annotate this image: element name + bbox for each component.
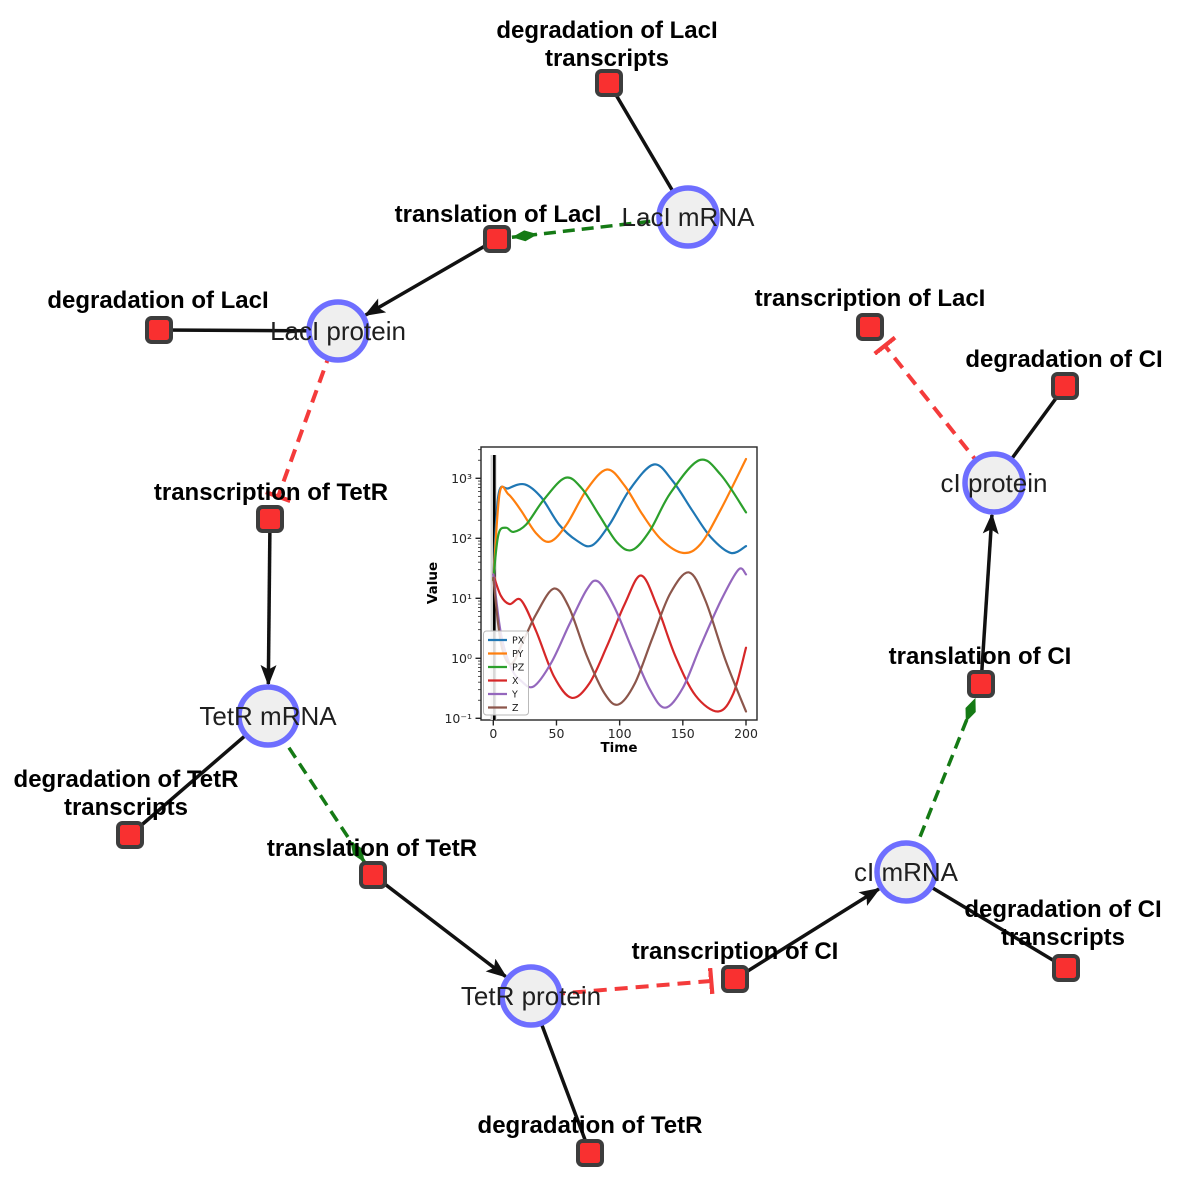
species-label-ci_mrna: cI mRNA (854, 857, 959, 887)
reaction-label-txn_tetr: transcription of TetR (154, 479, 388, 506)
species-label-tetr_mrna: TetR mRNA (199, 701, 337, 731)
labels-layer: degradation of LacItranscriptstranslatio… (14, 17, 1163, 1139)
reaction-node-deg_tetr[interactable] (576, 1139, 604, 1167)
reaction-label-deg_laci: degradation of LacI (47, 287, 268, 314)
legend-label-PY: PY (512, 649, 524, 660)
plot-axis-ticks: 0 50 100 150 200 10⁻¹ 10⁰ 10¹ 10² 10³ (444, 449, 758, 741)
reaction-label-deg_laci_tx-line2: transcripts (545, 45, 669, 72)
reaction-node-deg_tetr_tx[interactable] (116, 821, 144, 849)
reaction-node-txn_ci[interactable] (721, 965, 749, 993)
reaction-label-deg_ci: degradation of CI (965, 346, 1162, 373)
series-line-PY (492, 457, 748, 582)
edge-modifier-ci_mrna-transl_ci[interactable] (904, 697, 978, 873)
reaction-label-txn_laci: transcription of LacI (755, 285, 986, 312)
edge-production-txn_ci-ci_mrna[interactable] (734, 887, 881, 981)
x-tick-label: 50 (549, 726, 565, 741)
species-node-tetr_protein[interactable] (499, 964, 563, 1028)
reaction-label-txn_ci: transcription of CI (632, 938, 839, 965)
edge-production-transl_tetr-tetr_protein[interactable] (371, 873, 508, 978)
reaction-label-transl_tetr: translation of TetR (267, 835, 477, 862)
reaction-node-transl_laci[interactable] (483, 225, 511, 253)
reaction-node-deg_laci_tx[interactable] (595, 69, 623, 97)
species-label-tetr_protein: TetR protein (461, 981, 601, 1011)
series-line-X (492, 573, 748, 713)
species-node-laci_protein[interactable] (306, 299, 370, 363)
x-axis-title: Time (600, 740, 637, 756)
edge-production-transl_ci-ci_protein[interactable] (979, 512, 999, 685)
y-tick-label: 10⁻¹ (444, 711, 472, 726)
x-tick-label: 200 (734, 726, 758, 741)
nodes-layer (116, 69, 1080, 1167)
species-node-ci_protein[interactable] (962, 451, 1026, 515)
edge-production-transl_laci-laci_protein[interactable] (363, 237, 498, 317)
legend-label-X: X (512, 676, 519, 687)
reaction-label-deg_ci_tx-line2: transcripts (1001, 924, 1125, 951)
y-tick-label: 10⁰ (451, 651, 472, 666)
edge-production-txn_tetr-tetr_mrna[interactable] (260, 518, 277, 687)
reaction-node-deg_ci_tx[interactable] (1052, 954, 1080, 982)
reaction-node-deg_ci[interactable] (1051, 372, 1079, 400)
legend-label-PX: PX (512, 636, 525, 647)
simulation-plot-inset: 0 50 100 150 200 10⁻¹ 10⁰ 10¹ 10² 10³ PX PY PZ XYZ T… (425, 446, 758, 756)
reaction-node-transl_ci[interactable] (967, 670, 995, 698)
y-tick-label: 10¹ (451, 591, 472, 606)
species-node-tetr_mrna[interactable] (236, 684, 300, 748)
species-label-laci_mrna: LacI mRNA (622, 202, 756, 232)
y-tick-label: 10³ (451, 471, 472, 486)
x-tick-label: 0 (489, 726, 497, 741)
series-line-PX (492, 463, 748, 582)
reaction-label-transl_ci: translation of CI (889, 643, 1072, 670)
x-tick-label: 100 (608, 726, 632, 741)
reaction-label-deg_tetr: degradation of TetR (478, 1112, 703, 1139)
reaction-node-deg_laci[interactable] (145, 316, 173, 344)
reaction-node-txn_laci[interactable] (856, 313, 884, 341)
plot-legend: PX PY PZ XYZ (483, 630, 529, 716)
reaction-label-deg_ci_tx: degradation of CI (964, 896, 1161, 923)
y-tick-label: 10² (451, 531, 472, 546)
x-tick-label: 150 (671, 726, 695, 741)
legend-label-Y: Y (511, 690, 518, 701)
species-label-ci_protein: cI protein (941, 468, 1048, 498)
species-label-laci_protein: LacI protein (270, 316, 406, 346)
legend-label-PZ: PZ (512, 663, 525, 674)
species-node-ci_mrna[interactable] (874, 840, 938, 904)
y-axis-title: Value (425, 562, 441, 604)
legend-label-Z: Z (512, 703, 519, 714)
reaction-node-txn_tetr[interactable] (256, 505, 284, 533)
species-node-laci_mrna[interactable] (656, 185, 720, 249)
reaction-node-transl_tetr[interactable] (359, 861, 387, 889)
reaction-label-deg_laci_tx: degradation of LacI (496, 17, 717, 44)
reaction-label-transl_laci: translation of LacI (395, 201, 602, 228)
reaction-label-deg_tetr_tx-line2: transcripts (64, 794, 188, 821)
series-line-PZ (492, 458, 748, 582)
reaction-label-deg_tetr_tx: degradation of TetR (14, 766, 239, 793)
